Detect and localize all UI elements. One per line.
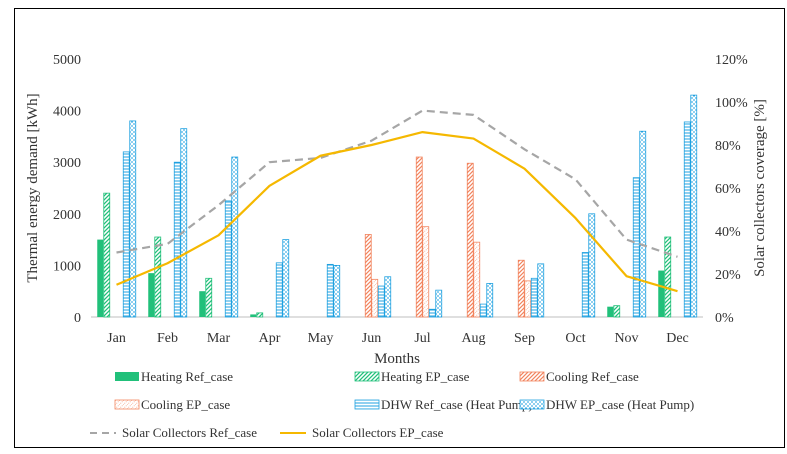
legend-swatch-heating-ref-case bbox=[115, 372, 139, 381]
bar-dhw-ref-case-heat-pump bbox=[173, 161, 181, 318]
x-tick-label: Aug bbox=[461, 331, 485, 346]
bar-dhw-ref-case-heat-pump bbox=[326, 263, 334, 318]
x-axis-title: Months bbox=[374, 351, 420, 367]
x-tick-label: Oct bbox=[565, 331, 585, 346]
y-tick-label: 1000 bbox=[53, 259, 81, 274]
legend-label-solar-collectors-ep-case: Solar Collectors EP_case bbox=[312, 425, 444, 440]
y-axis-title: Thermal energy demand [kWh] bbox=[25, 93, 41, 282]
legend-swatch-dhw-ep-case-heat-pump bbox=[519, 399, 545, 410]
bar-cooling-ep-case bbox=[473, 241, 481, 318]
bar-heating-ref-case bbox=[148, 273, 155, 317]
bar-dhw-ep-case-heat-pump bbox=[333, 264, 341, 318]
y-right-axis-title: Solar collectors coverage [%] bbox=[752, 99, 768, 277]
bar-dhw-ep-case-heat-pump bbox=[588, 213, 596, 318]
bar-dhw-ref-case-heat-pump bbox=[632, 177, 640, 318]
y-tick-label: 0 bbox=[74, 311, 81, 326]
bar-dhw-ep-case-heat-pump bbox=[282, 239, 290, 318]
bar-heating-ep-case bbox=[256, 312, 264, 318]
legend-label-solar-collectors-ref-case: Solar Collectors Ref_case bbox=[122, 425, 257, 440]
bar-dhw-ref-case-heat-pump bbox=[530, 277, 538, 318]
y-right-tick-label: 0% bbox=[715, 311, 734, 326]
bar-dhw-ep-case-heat-pump bbox=[231, 156, 239, 318]
bar-heating-ref-case bbox=[607, 306, 614, 317]
bar-dhw-ep-case-heat-pump bbox=[537, 263, 545, 318]
y-tick-label: 3000 bbox=[53, 156, 81, 171]
legend-label-dhw-ep-case-heat-pump: DHW EP_case (Heat Pump) bbox=[546, 397, 694, 412]
bar-dhw-ref-case-heat-pump bbox=[275, 262, 283, 318]
x-tick-label: Mar bbox=[207, 331, 231, 346]
bar-heating-ep-case bbox=[664, 236, 672, 318]
bar-dhw-ref-case-heat-pump bbox=[683, 121, 691, 318]
legend-label-dhw-ref-case-heat-pump: DHW Ref_case (Heat Pump) bbox=[381, 397, 533, 412]
legend-label-cooling-ep-case: Cooling EP_case bbox=[141, 397, 230, 412]
y-right-tick-label: 100% bbox=[715, 96, 748, 111]
y-right-tick-label: 40% bbox=[715, 225, 741, 240]
line-solar-collectors-ref-case bbox=[116, 109, 678, 258]
bar-dhw-ep-case-heat-pump bbox=[180, 128, 188, 318]
bar-dhw-ep-case-heat-pump bbox=[435, 289, 443, 318]
bar-cooling-ref-case bbox=[364, 234, 372, 318]
x-tick-label: Dec bbox=[666, 331, 689, 346]
bar-heating-ref-case bbox=[250, 314, 257, 317]
x-tick-label: Jun bbox=[362, 331, 381, 346]
bar-dhw-ep-case-heat-pump bbox=[129, 120, 137, 318]
bar-heating-ep-case bbox=[103, 192, 111, 318]
bar-dhw-ep-case-heat-pump bbox=[384, 276, 392, 318]
bar-heating-ref-case bbox=[199, 291, 206, 317]
legend-swatch-cooling-ref-case bbox=[519, 371, 545, 382]
x-tick-label: Jan bbox=[107, 331, 126, 346]
legend-label-cooling-ref-case: Cooling Ref_case bbox=[546, 369, 639, 384]
bar-cooling-ref-case bbox=[517, 259, 525, 318]
bar-dhw-ref-case-heat-pump bbox=[377, 285, 385, 318]
y-tick-label: 5000 bbox=[53, 53, 81, 68]
y-right-tick-label: 60% bbox=[715, 182, 741, 197]
y-tick-label: 2000 bbox=[53, 208, 81, 223]
x-tick-label: May bbox=[308, 331, 334, 346]
bar-dhw-ep-case-heat-pump bbox=[639, 130, 647, 318]
bar-dhw-ref-case-heat-pump bbox=[122, 151, 130, 318]
x-tick-label: Sep bbox=[514, 331, 535, 346]
bar-dhw-ep-case-heat-pump bbox=[486, 283, 494, 318]
chart-frame: 0 1000 2000 3000 4000 5000 0% 20% 40% 60% 80% 100% 1… bbox=[14, 8, 785, 448]
bar-cooling-ep-case bbox=[524, 280, 532, 318]
bar-dhw-ep-case-heat-pump bbox=[690, 94, 698, 318]
bar-cooling-ref-case bbox=[415, 156, 423, 318]
legend-swatch-dhw-ref-case-heat-pump bbox=[354, 399, 380, 410]
y-right-tick-label: 80% bbox=[715, 139, 741, 154]
bar-cooling-ep-case bbox=[422, 226, 430, 318]
bar-dhw-ref-case-heat-pump bbox=[224, 200, 232, 318]
x-tick-label: Jul bbox=[414, 331, 430, 346]
bar-cooling-ep-case bbox=[371, 278, 379, 318]
legend-swatch-heating-ep-case bbox=[354, 371, 380, 382]
bar-dhw-ref-case-heat-pump bbox=[479, 303, 487, 318]
bar-dhw-ref-case-heat-pump bbox=[428, 308, 436, 318]
y-right-tick-label: 20% bbox=[715, 268, 741, 283]
legend-label-heating-ep-case: Heating EP_case bbox=[381, 369, 470, 384]
x-tick-label: Nov bbox=[614, 331, 638, 346]
line-solar-collectors-ep-case bbox=[116, 130, 678, 293]
bar-heating-ep-case bbox=[613, 305, 621, 318]
bar-heating-ep-case bbox=[205, 277, 213, 318]
bar-heating-ep-case bbox=[154, 236, 162, 318]
x-tick-label: Feb bbox=[157, 331, 178, 346]
legend-label-heating-ref-case: Heating Ref_case bbox=[141, 369, 233, 384]
bar-dhw-ref-case-heat-pump bbox=[581, 252, 589, 318]
y-right-tick-label: 120% bbox=[715, 53, 748, 68]
bar-heating-ref-case bbox=[658, 270, 665, 317]
legend-swatch-cooling-ep-case bbox=[114, 399, 140, 410]
y-tick-label: 4000 bbox=[53, 105, 81, 120]
chart: 0 1000 2000 3000 4000 5000 0% 20% 40% 60% 80% 100% 1… bbox=[25, 53, 768, 440]
bar-heating-ref-case bbox=[97, 239, 104, 317]
bar-cooling-ref-case bbox=[466, 162, 474, 318]
x-tick-label: Apr bbox=[259, 331, 281, 346]
